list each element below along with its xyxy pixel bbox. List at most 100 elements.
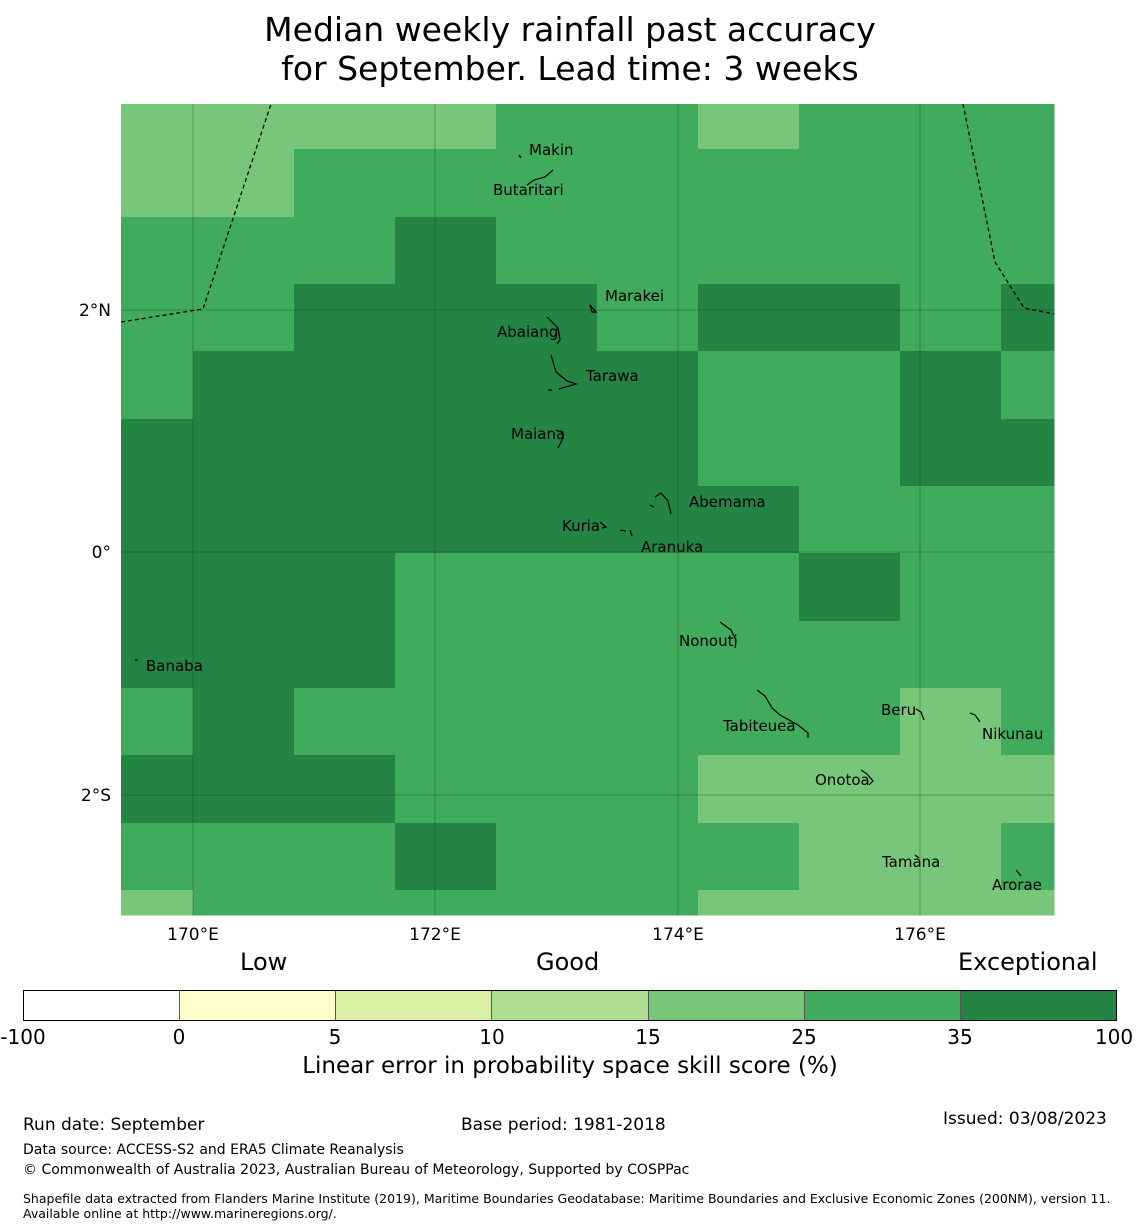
skill-cell <box>698 486 800 554</box>
skill-cell <box>900 688 1002 756</box>
skill-cell <box>496 688 598 756</box>
island-label: Beru <box>881 701 916 719</box>
skill-cell <box>597 217 699 285</box>
skill-cell <box>496 149 598 218</box>
colorbar-tick: 25 <box>791 1025 817 1049</box>
skill-cell <box>395 149 497 218</box>
island-label: Makin <box>529 141 574 159</box>
eez-boundaries <box>120 103 1055 323</box>
island-shape-arorae <box>1015 869 1022 877</box>
island-outlines <box>135 154 1022 877</box>
skill-cell <box>698 890 800 916</box>
skill-cell <box>395 486 497 554</box>
colorbar-tick: 100 <box>1094 1025 1134 1049</box>
graticule <box>121 104 1054 915</box>
title-line-2: for September. Lead time: 3 weeks <box>281 49 859 88</box>
skill-cell <box>395 351 497 420</box>
skill-cell <box>799 149 901 218</box>
island-shape-abaiang <box>546 316 561 345</box>
island-shape-butaritari <box>526 169 554 186</box>
island-shape-tarawa <box>550 354 579 390</box>
island-label: Onotoa <box>815 771 870 789</box>
colorbar-segment <box>648 991 805 1020</box>
island-shape-nikunau <box>969 712 981 723</box>
skill-cell <box>193 688 295 756</box>
skill-cell <box>496 419 598 487</box>
skill-cell <box>698 419 800 487</box>
skill-cell <box>121 823 194 891</box>
skill-cell <box>193 419 295 487</box>
skill-cell <box>294 621 396 689</box>
skill-grid <box>121 104 1055 916</box>
skill-cell <box>1001 890 1055 916</box>
skill-cell <box>597 890 699 916</box>
skill-cell <box>900 755 1002 824</box>
skill-cell <box>395 419 497 487</box>
colorbar-tick: 0 <box>172 1025 186 1049</box>
skill-cell <box>597 553 699 622</box>
skill-cell <box>900 890 1002 916</box>
skill-cell <box>698 823 800 891</box>
colorbar-tick: 5 <box>328 1025 342 1049</box>
skill-cell <box>395 553 497 622</box>
skill-cell <box>698 621 800 689</box>
colorbar-tick: 35 <box>947 1025 973 1049</box>
skill-cell <box>294 149 396 218</box>
skill-cell <box>121 351 194 420</box>
island-shape-abemama-islet <box>649 504 655 508</box>
skill-cell <box>294 553 396 622</box>
skill-cell <box>1001 688 1055 756</box>
skill-cell <box>121 621 194 689</box>
skill-cell <box>121 755 194 824</box>
skill-cell <box>193 890 295 916</box>
colorbar-segment <box>804 991 961 1020</box>
base-period: Base period: 1981-2018 <box>461 1115 666 1135</box>
colorbar-caption-exceptional: Exceptional <box>958 948 1098 976</box>
skill-cell <box>698 217 800 285</box>
skill-cell <box>395 217 497 285</box>
skill-cell <box>698 284 800 352</box>
skill-cell <box>900 217 1002 285</box>
skill-cell <box>900 351 1002 420</box>
skill-cell <box>395 823 497 891</box>
skill-cell <box>496 621 598 689</box>
skill-cell <box>1001 149 1055 218</box>
island-label: Maiana <box>511 425 565 443</box>
skill-cell <box>1001 755 1055 824</box>
skill-cell <box>294 419 396 487</box>
skill-cell <box>597 621 699 689</box>
skill-cell <box>597 486 699 554</box>
island-shape-nonouti <box>719 621 737 649</box>
y-tick-label: 2°N <box>79 301 111 321</box>
skill-cell <box>395 104 497 150</box>
island-labels: Makin Butaritari Marakei Abaiang Tarawa … <box>146 141 1043 894</box>
skill-cell <box>1001 486 1055 554</box>
skill-cell <box>1001 621 1055 689</box>
skill-cell <box>121 688 194 756</box>
skill-cell <box>496 823 598 891</box>
island-label: Aranuka <box>641 538 703 556</box>
colorbar-segment <box>336 991 493 1020</box>
skill-cell <box>121 419 194 487</box>
colorbar-segment <box>960 991 1116 1020</box>
island-label: Tabiteuea <box>722 717 796 735</box>
skill-cell <box>900 284 1002 352</box>
skill-cell <box>1001 284 1055 352</box>
skill-cell <box>395 890 497 916</box>
skill-cell <box>698 553 800 622</box>
skill-cell <box>121 104 194 150</box>
x-tick-label: 176°E <box>894 925 946 940</box>
skill-cell <box>294 823 396 891</box>
skill-cell <box>395 284 497 352</box>
skill-cell <box>193 284 295 352</box>
skill-cell <box>395 621 497 689</box>
skill-cell <box>193 553 295 622</box>
skill-cell <box>799 217 901 285</box>
island-label: Banaba <box>146 657 203 675</box>
skill-cell <box>1001 553 1055 622</box>
skill-cell <box>698 688 800 756</box>
skill-cell <box>900 621 1002 689</box>
island-shape-makin <box>518 154 522 159</box>
island-shape-maiana <box>555 429 564 449</box>
skill-cell <box>294 486 396 554</box>
